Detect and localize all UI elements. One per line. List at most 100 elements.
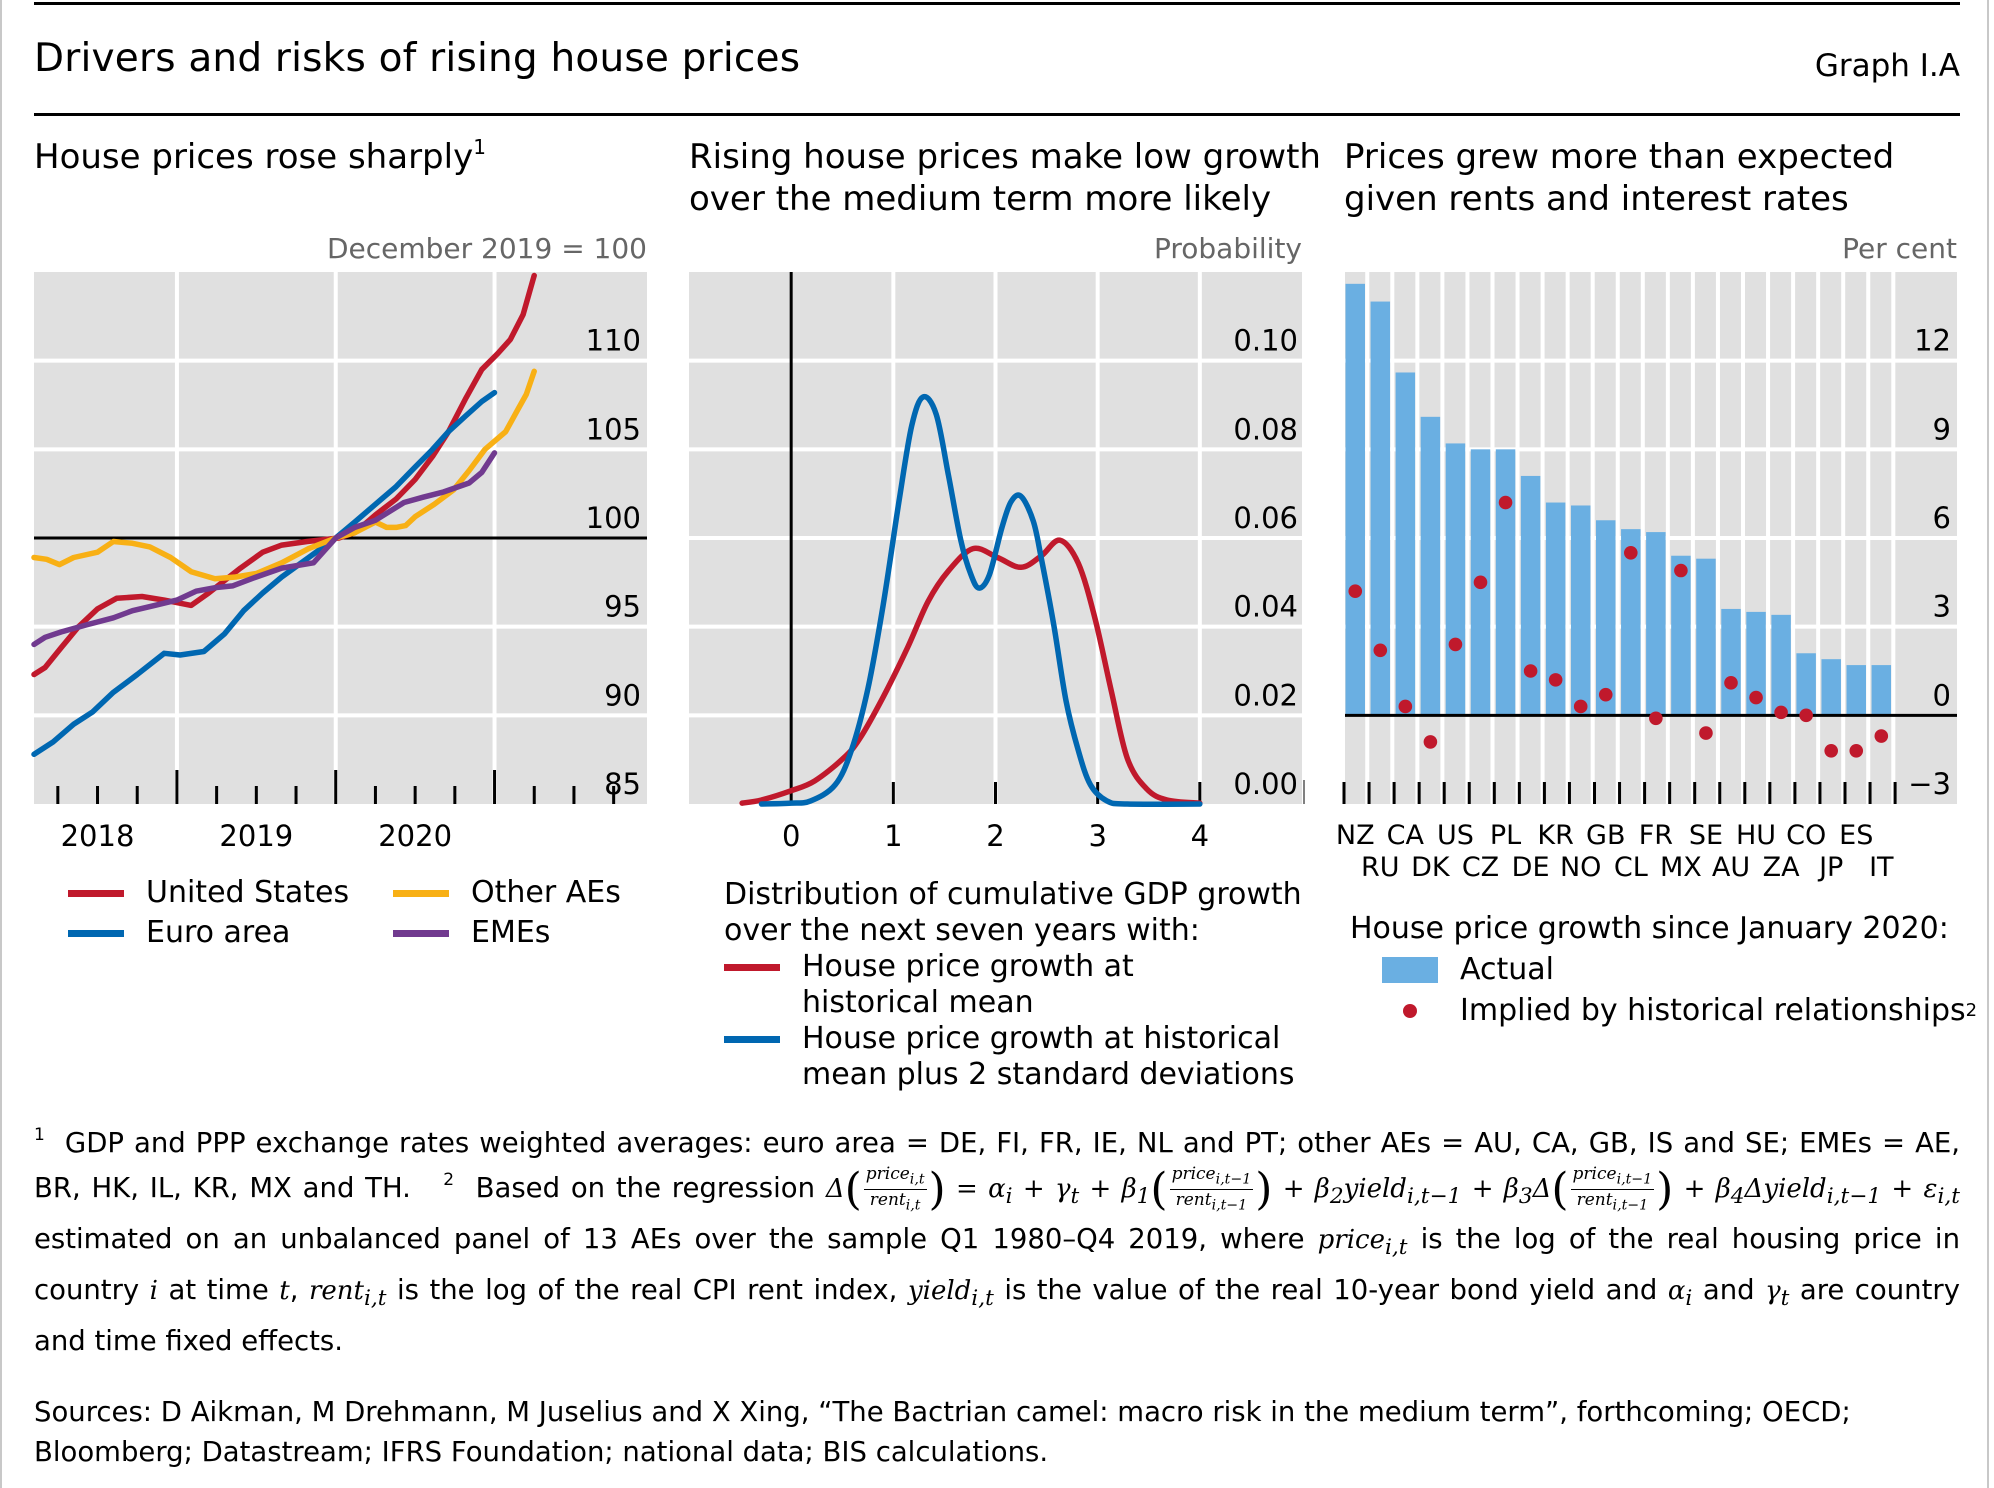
footnote-2-tail: are country and time fixed effects. [34, 1274, 1960, 1358]
footnote-2-intro: Based on the regression [475, 1171, 816, 1204]
x-category-label: CA [1387, 820, 1425, 851]
legend-item-other-aes: Other AEs [393, 873, 621, 913]
x-category-label: US [1437, 820, 1474, 851]
density-curve-mean-plus-2sd [758, 393, 1203, 807]
y-tick-label: 12 [1914, 324, 1951, 358]
bar-ca [1395, 372, 1416, 716]
y-tick-label: 0.10 [1233, 324, 1298, 358]
dot-ca [1398, 699, 1413, 714]
panel1-title-text: House prices rose sharply [34, 137, 474, 177]
graph-id: Graph I.A [1814, 48, 1960, 84]
x-tick-label: 2020 [378, 819, 452, 853]
panel2-title-line1: Rising house prices make low growth [689, 137, 1321, 177]
y-tick-label: 95 [604, 590, 641, 624]
top-rule [34, 2, 1960, 5]
footnote-1-text: GDP and PPP exchange rates weighted aver… [34, 1127, 1960, 1204]
dot-nz [1348, 584, 1363, 598]
series-line-euro-area [31, 389, 498, 758]
legend-item-historical-mean: House price growth at [724, 949, 1302, 985]
legend-label: House price growth at [802, 949, 1134, 984]
y-tick-label: 85 [604, 767, 641, 801]
x-category-label: RU [1361, 852, 1400, 883]
figure-title: Drivers and risks of rising house prices [34, 36, 801, 81]
panel3-title-line2: given rents and interest rates [1344, 179, 1849, 219]
legend-label-continued: historical mean [802, 985, 1034, 1020]
panel1-legend: United States Euro area Other AEs EMEs [68, 873, 621, 953]
x-category-label: GB [1586, 820, 1625, 851]
dot-no [1573, 699, 1588, 714]
x-category-label: DE [1512, 852, 1550, 883]
legend-swatch-implied [1382, 1003, 1438, 1018]
legend-item-mean-plus-2sd: House price growth at historical [724, 1021, 1302, 1057]
legend-swatch-historical-mean [724, 963, 780, 971]
bar-us [1445, 443, 1466, 716]
x-category-label: DK [1411, 852, 1451, 883]
x-tick-label: 2019 [219, 819, 293, 853]
panel3-unit-label: Per cent [1842, 232, 1957, 265]
panel1-chart: 85 90 95 100 105 110 2018 2019 2020 [31, 272, 647, 853]
panel3-legend-heading: House price growth since January 2020: [1350, 911, 1949, 946]
footnote-marker-1: 1 [34, 1125, 45, 1145]
x-category-label: HU [1736, 820, 1776, 851]
x-category-label: ES [1839, 820, 1873, 851]
bar-it [1871, 665, 1892, 716]
panel3-legend: House price growth since January 2020: A… [1350, 908, 1977, 1031]
density-curve-historical-mean [739, 537, 1203, 806]
dot-mx [1674, 563, 1688, 578]
legend-label: Implied by historical relationships [1460, 993, 1966, 1028]
x-category-label: KR [1537, 820, 1573, 851]
x-category-label: PL [1490, 820, 1521, 851]
header-rule [34, 113, 1960, 116]
dot-dk [1423, 735, 1438, 749]
bar-hu [1746, 611, 1766, 716]
bar-au [1721, 608, 1741, 716]
dot-es [1849, 744, 1864, 758]
legend-label-continued: mean plus 2 standard deviations [802, 1057, 1295, 1092]
panel3-chart: −3 0 3 6 9 12 NZRUCADKUSCZPLDEKRNOGBCLFRMXSEAU… [1336, 272, 1957, 883]
footnote-ref-1: 1 [473, 135, 486, 159]
footnote-2-sample: estimated on an unbalanced panel of 13 A… [34, 1223, 1305, 1256]
legend-item-united-states: United States [68, 873, 393, 913]
x-tick-label: 0 [782, 819, 800, 853]
dot-cl [1624, 545, 1638, 560]
y-tick-label: 0.02 [1233, 678, 1298, 712]
legend-item-actual: Actual [1350, 949, 1977, 990]
panel2-legend-heading-line2: over the next seven years with: [724, 913, 1200, 948]
footnote-marker-2: 2 [443, 1169, 455, 1190]
y-tick-label: 110 [586, 324, 641, 358]
series-line-emes [31, 450, 498, 648]
x-tick-label: 2 [986, 819, 1004, 853]
dot-us [1448, 637, 1463, 652]
legend-label: Actual [1460, 952, 1554, 987]
legend-swatch-emes [393, 929, 449, 937]
x-tick-label: 1 [884, 819, 902, 853]
x-category-label: CO [1786, 820, 1826, 851]
legend-label: EMEs [471, 915, 551, 950]
dot-jp [1824, 744, 1838, 758]
dot-cz [1473, 575, 1488, 590]
bar-kr [1545, 502, 1566, 716]
regression-equation: Δ(pricei,t renti,t) = αi + γt + β1(pricei… [825, 1163, 1960, 1215]
dot-fr [1649, 711, 1663, 726]
panel2-chart: 0.00 0.02 0.04 0.06 0.08 0.10 0 1 2 3 4 [689, 272, 1305, 853]
x-category-label: NO [1560, 852, 1601, 883]
y-tick-label: 9 [1933, 412, 1951, 446]
dot-co [1799, 708, 1813, 723]
x-category-label: NZ [1336, 820, 1375, 851]
bar-ru [1370, 301, 1391, 716]
x-category-label: ZA [1763, 852, 1800, 883]
dot-se [1699, 726, 1713, 740]
panel2-legend-heading-line1: Distribution of cumulative GDP growth [724, 877, 1302, 912]
panel2-title: Rising house prices make low growth over… [689, 136, 1321, 220]
y-tick-label: 0 [1933, 678, 1951, 712]
x-tick-label: 3 [1088, 819, 1106, 853]
y-tick-label: 90 [604, 678, 641, 712]
y-tick-label: 100 [586, 501, 641, 535]
y-tick-label: 3 [1933, 590, 1951, 624]
page-edge-right [1987, 0, 1989, 1488]
x-tick-label: 4 [1191, 819, 1209, 853]
series-line-other-aes [31, 368, 537, 582]
bar-es [1846, 665, 1866, 716]
panel3-title-line1: Prices grew more than expected [1344, 137, 1895, 177]
